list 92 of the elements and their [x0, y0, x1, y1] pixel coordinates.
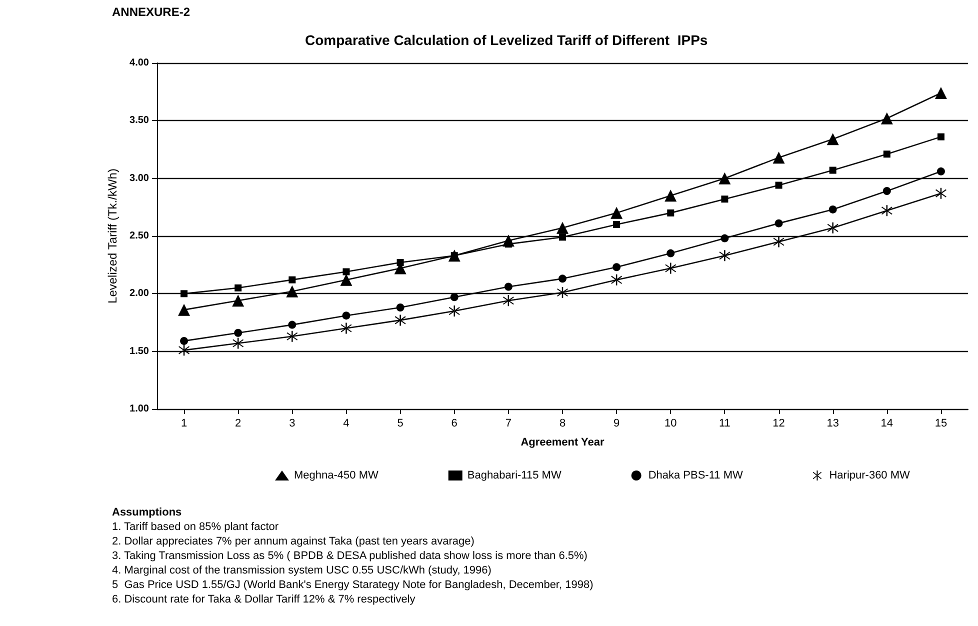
text: 4. Marginal cost of the transmission system USC 0.55 USC/kWh (study, 1996)	[112, 564, 492, 576]
point	[826, 133, 839, 146]
x-tick-label: 6	[451, 418, 458, 430]
text: 6. Discount rate for Taka & Dollar Tariff 12% & 7% respectively	[112, 594, 416, 606]
x-tick-label: 5	[397, 418, 404, 430]
point	[775, 182, 782, 189]
point	[448, 305, 460, 316]
point	[828, 205, 837, 214]
point	[180, 336, 188, 345]
text: 2. Dollar appreciates 7% per annum against Taka (past ten years avarage)	[112, 536, 474, 548]
x-tick-label: 12	[772, 418, 785, 430]
text: 5 Gas Price USD 1.55/GJ (World Bank's Energy Starategy Note for Bangladesh, December, 1998)	[112, 579, 594, 591]
chart-title: Comparative Calculation of Levelized Tariff of Different IPPs	[305, 32, 708, 48]
point	[342, 312, 350, 320]
point	[829, 166, 836, 174]
point	[396, 259, 404, 266]
point	[557, 287, 568, 298]
point	[666, 249, 675, 258]
x-tick-label: 8	[559, 418, 566, 430]
y-tick-label: 2.50	[130, 230, 150, 242]
chart-subtitle: ANNEXURE-2	[112, 5, 190, 19]
point	[342, 268, 350, 276]
point	[883, 150, 890, 158]
point	[718, 172, 731, 184]
y-tick-label: 4.00	[130, 58, 150, 68]
point	[882, 187, 891, 196]
point	[450, 293, 458, 302]
x-tick-label: 14	[880, 418, 894, 430]
legend-label: Baghabari-115 MW	[467, 470, 562, 482]
x-tick-label: 2	[235, 418, 242, 430]
point	[234, 284, 242, 292]
point	[232, 294, 244, 307]
text: 3. Taking Transmission Loss as 5% ( BPDB & DESA published data show loss is more than 6.5%)	[112, 550, 588, 562]
point	[937, 133, 944, 140]
point	[720, 234, 729, 242]
point	[178, 344, 190, 356]
x-tick-label: 7	[505, 418, 512, 430]
point	[502, 295, 514, 306]
legend-label: Dhaka PBS-11 MW	[648, 470, 744, 482]
point	[664, 190, 677, 202]
x-axis-title: Agreement Year	[520, 436, 605, 448]
x-tick-label: 15	[934, 418, 948, 430]
point	[288, 276, 296, 284]
point	[774, 219, 783, 228]
text: Assumptions	[112, 506, 182, 518]
legend-label: Meghna-450 MW	[294, 470, 379, 482]
point	[180, 290, 188, 298]
y-tick-label: 2.00	[130, 288, 150, 300]
point	[611, 274, 622, 286]
text: 1. Tariff based on 85% plant factor	[112, 521, 279, 533]
x-tick-label: 1	[180, 418, 188, 430]
x-tick-label: 3	[289, 418, 296, 430]
x-tick-label: 13	[826, 418, 839, 430]
point	[286, 330, 298, 342]
point	[719, 250, 730, 262]
point	[504, 282, 512, 291]
point	[667, 209, 674, 216]
point	[610, 206, 623, 219]
x-tick-label: 9	[614, 418, 620, 430]
point	[881, 205, 892, 216]
point	[556, 222, 568, 234]
point	[286, 285, 298, 298]
point	[934, 86, 947, 99]
point	[232, 338, 244, 349]
point	[558, 274, 566, 283]
point	[935, 188, 946, 199]
x-tick-label: 4	[343, 418, 350, 430]
point	[340, 274, 352, 286]
point	[612, 263, 621, 272]
point	[827, 222, 838, 234]
point	[880, 112, 893, 124]
point	[288, 320, 296, 329]
y-tick-label: 1.00	[130, 404, 150, 414]
point	[396, 304, 404, 312]
legend-label: Haripur-360 MW	[829, 470, 911, 482]
point	[613, 220, 620, 228]
y-tick-label: 3.50	[130, 115, 150, 126]
point	[340, 322, 352, 334]
x-tick-label: 10	[664, 418, 677, 430]
point	[234, 328, 242, 337]
point	[772, 152, 785, 164]
point	[665, 262, 676, 274]
point	[559, 234, 566, 241]
y-tick-label: 1.50	[130, 346, 150, 357]
point	[394, 314, 406, 326]
x-tick-label: 11	[718, 418, 730, 430]
point	[936, 167, 945, 176]
y-axis-title: Levelized Tariff (Tk./kWh)	[106, 168, 120, 304]
y-tick-label: 3.00	[130, 172, 150, 184]
point	[773, 236, 784, 248]
point	[178, 304, 190, 316]
point	[721, 196, 728, 203]
